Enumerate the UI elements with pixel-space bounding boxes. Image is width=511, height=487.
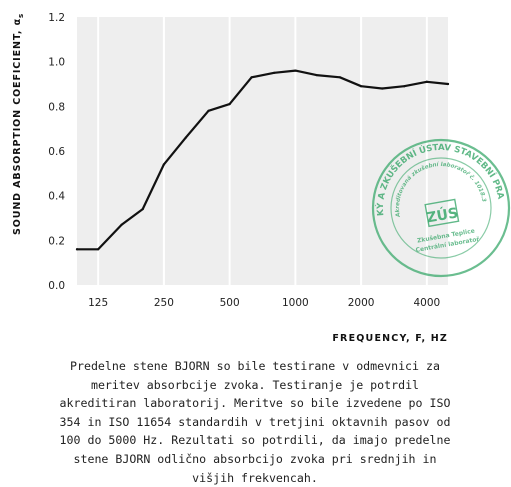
x-tick-label: 1000 [282,297,309,309]
data-point [273,71,276,74]
y-tick-label: 0.6 [48,146,65,158]
y-tick-label: 1.2 [48,12,65,24]
x-tick-label: 125 [88,297,108,309]
data-points [75,69,450,251]
data-point [294,69,297,72]
data-point [162,163,165,166]
y-tick-label: 0.0 [48,280,65,292]
data-point [120,223,123,226]
data-point [338,76,342,79]
stamp-logo: ZÚS [425,203,459,226]
data-point [207,109,210,112]
data-point [75,248,79,251]
chart-caption: Predelne stene BJORN so bile testirane v… [59,359,451,485]
data-point [250,76,253,79]
data-point [228,103,231,106]
data-point [97,248,100,251]
chart: 0.0 0.2 0.4 0.6 0.8 1.0 1.2 125 250 500 1000 2000 4… [12,12,511,344]
x-tick-label: 250 [154,297,174,309]
data-point [446,82,450,86]
stamp-inner-ring [390,157,492,259]
data-point [141,207,144,211]
x-tick-label: 4000 [413,297,440,309]
x-axis-label: FREQUENCY, F, HZ [332,333,448,344]
grid-lines [97,17,428,299]
stamp-outer-ring [371,138,511,278]
data-point [425,80,428,83]
stamp-logo-box [424,198,460,228]
data-point [403,85,406,88]
y-tick-labels: 0.0 0.2 0.4 0.6 0.8 1.0 1.2 [48,12,65,292]
data-point [381,87,384,90]
data-point [315,73,318,77]
x-tick-label: 2000 [348,297,375,309]
y-axis-label: SOUND ABSORPTION COEFICIENT, αs [12,13,25,235]
data-point [184,136,187,139]
y-tick-label: 0.2 [48,235,65,247]
y-tick-label: 1.0 [48,57,65,69]
x-tick-label: 500 [220,297,240,309]
plot-area [77,17,448,285]
x-tick-labels: 125 250 500 1000 2000 4000 [88,297,440,309]
y-tick-label: 0.8 [48,101,65,113]
data-point [360,85,363,88]
y-tick-label: 0.4 [48,191,65,203]
series-line [75,69,450,251]
